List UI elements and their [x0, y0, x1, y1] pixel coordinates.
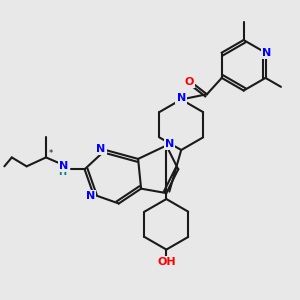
Text: N: N	[177, 93, 186, 103]
Text: N: N	[262, 48, 272, 58]
Text: H: H	[58, 167, 66, 177]
Text: *: *	[48, 149, 52, 158]
Text: N: N	[86, 191, 95, 201]
Text: N: N	[165, 139, 174, 149]
Text: N: N	[96, 143, 106, 154]
Text: N: N	[59, 161, 68, 171]
Text: OH: OH	[157, 257, 176, 267]
Text: O: O	[184, 77, 194, 87]
